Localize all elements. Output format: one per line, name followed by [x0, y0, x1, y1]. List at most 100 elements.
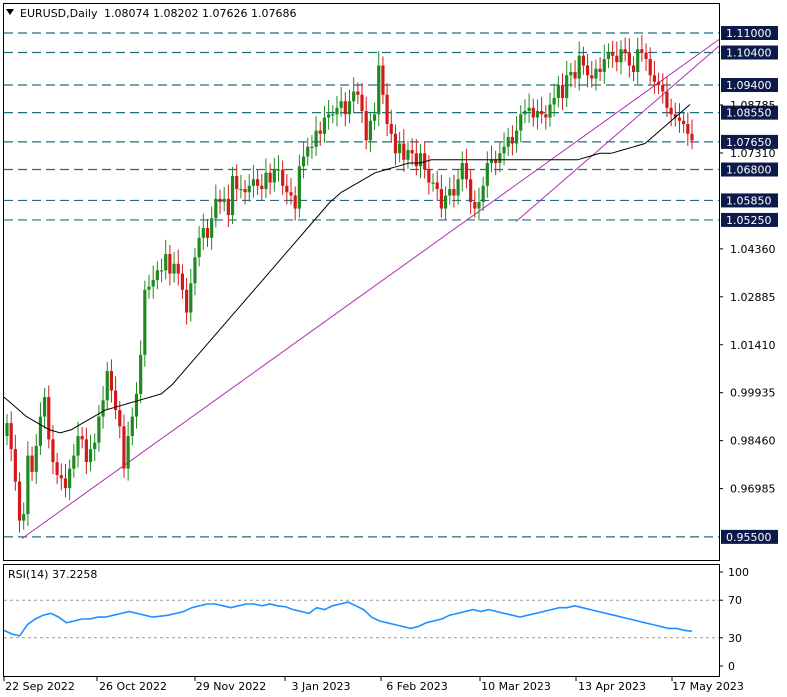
candle-130 — [548, 92, 552, 127]
candle-18 — [80, 426, 84, 449]
candle-65 — [276, 155, 281, 182]
level-box-bg — [721, 134, 778, 149]
candle-body — [569, 72, 573, 76]
candle-body — [59, 475, 63, 479]
candle-143 — [602, 44, 606, 85]
candle-93 — [393, 124, 398, 166]
candle-body — [494, 159, 498, 164]
candle-149 — [627, 38, 631, 78]
candle-body — [448, 189, 452, 196]
candle-31 — [134, 382, 139, 429]
candle-6 — [30, 446, 34, 481]
candle-163 — [686, 112, 690, 146]
candle-75 — [318, 121, 322, 146]
candle-118 — [498, 141, 502, 173]
candle-body — [644, 52, 648, 60]
candle-body — [665, 91, 669, 108]
candle-body — [139, 354, 143, 394]
candle-137 — [577, 41, 581, 91]
x-tick-label-7: 17 May 2023 — [672, 680, 744, 693]
candle-50 — [214, 184, 218, 228]
candle-11 — [51, 425, 55, 475]
candle-156 — [656, 72, 661, 95]
candle-157 — [661, 73, 665, 104]
level-box-bg — [721, 529, 778, 544]
level-price-box-8: 0.95500 — [721, 529, 778, 544]
candle-body — [368, 120, 372, 141]
candle-38 — [164, 239, 168, 280]
candle-121 — [510, 125, 514, 156]
candle-body — [322, 117, 327, 134]
candle-body — [439, 189, 443, 209]
candle-25 — [109, 359, 114, 403]
candle-9 — [42, 387, 47, 429]
candle-body — [669, 107, 673, 115]
candle-10 — [47, 385, 51, 449]
candle-body — [164, 254, 168, 271]
candle-44 — [189, 269, 193, 322]
candle-body — [523, 111, 527, 115]
candle-body — [690, 133, 694, 141]
candle-body — [464, 163, 469, 180]
candle-99 — [418, 144, 423, 179]
candle-body — [134, 393, 139, 417]
candle-body — [489, 159, 494, 164]
candle-68 — [289, 177, 293, 205]
candle-82 — [347, 89, 352, 124]
candles — [5, 34, 694, 533]
candle-27 — [118, 400, 122, 439]
candle-26 — [113, 376, 118, 420]
candle-body — [76, 436, 80, 456]
candle-body — [544, 114, 548, 118]
candle-12 — [55, 453, 59, 485]
candle-77 — [327, 99, 331, 130]
candle-body — [239, 189, 243, 191]
trendlines — [21, 39, 720, 539]
candle-133 — [560, 73, 565, 111]
candle-body — [352, 91, 356, 102]
candle-body — [527, 107, 531, 112]
candle-155 — [652, 60, 657, 94]
candle-body — [22, 514, 26, 521]
level-label: 1.11000 — [726, 27, 772, 40]
candle-body — [118, 410, 122, 427]
level-box-bg — [721, 162, 778, 177]
candle-33 — [143, 280, 147, 367]
candle-117 — [494, 150, 498, 176]
rsi-panel-frame — [3, 564, 720, 677]
candle-55 — [235, 164, 239, 202]
triangle-down-icon[interactable] — [6, 9, 14, 15]
candle-35 — [151, 265, 155, 299]
candle-body — [38, 416, 43, 446]
candle-body — [531, 107, 535, 118]
candle-110 — [464, 148, 469, 189]
candle-148 — [623, 37, 627, 62]
candle-body — [481, 185, 485, 203]
moving-average — [3, 104, 691, 434]
candle-125 — [527, 93, 531, 124]
candle-37 — [159, 258, 164, 283]
candle-body — [498, 153, 502, 164]
y-tick-label-1: 1.02885 — [730, 291, 776, 304]
x-tick-label-0: 22 Sep 2022 — [5, 680, 75, 693]
candle-153 — [644, 43, 648, 72]
rsi-indicator: 100 70 30 0 — [3, 566, 749, 673]
candle-body — [63, 478, 68, 489]
candle-body — [130, 416, 134, 437]
candle-body — [293, 195, 297, 209]
candle-body — [506, 137, 510, 147]
candle-158 — [665, 77, 669, 117]
candle-body — [565, 75, 569, 99]
candle-body — [686, 124, 690, 134]
price-axis: 1.11000 1.10400 1.09400 1.08550 1.07650 1.068… — [719, 26, 778, 544]
candle-body — [55, 462, 59, 476]
candle-body — [389, 124, 393, 134]
x-tick-label-5: 10 Mar 2023 — [481, 680, 551, 693]
candle-body — [88, 449, 93, 463]
candle-120 — [506, 127, 510, 156]
candle-131 — [552, 83, 556, 117]
candle-69 — [293, 186, 297, 221]
price-panel-frame — [3, 3, 720, 561]
y-tick-label-6: 1.08785 — [730, 99, 776, 112]
candle-body — [226, 198, 230, 216]
